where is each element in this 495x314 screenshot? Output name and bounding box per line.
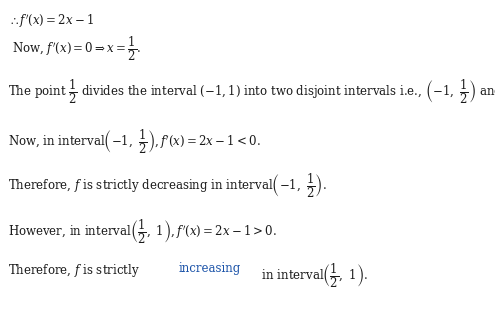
Text: However, in interval$\left(\dfrac{1}{2},\ 1\right), f'(x) = 2x-1 > 0.$: However, in interval$\left(\dfrac{1}{2},…: [8, 218, 277, 246]
Text: $\therefore f'(x) = 2x-1$: $\therefore f'(x) = 2x-1$: [8, 12, 94, 30]
Text: Now, $f'(x) = 0 \Rightarrow x = \dfrac{1}{2}.$: Now, $f'(x) = 0 \Rightarrow x = \dfrac{1…: [12, 35, 141, 63]
Text: The point $\dfrac{1}{2}$ divides the interval $(-1, 1)$ into two disjoint interv: The point $\dfrac{1}{2}$ divides the int…: [8, 78, 495, 106]
Text: Therefore, $f$ is strictly: Therefore, $f$ is strictly: [8, 262, 140, 279]
Text: in interval$\left(\dfrac{1}{2},\ 1\right).$: in interval$\left(\dfrac{1}{2},\ 1\right…: [258, 262, 368, 290]
Text: Therefore, $f$ is strictly decreasing in interval$\left(-1,\ \dfrac{1}{2}\right): Therefore, $f$ is strictly decreasing in…: [8, 172, 327, 200]
Text: increasing: increasing: [178, 262, 241, 275]
Text: Now, in interval$\left(-1,\ \dfrac{1}{2}\right), f'(x) = 2x-1 < 0.$: Now, in interval$\left(-1,\ \dfrac{1}{2}…: [8, 128, 261, 156]
